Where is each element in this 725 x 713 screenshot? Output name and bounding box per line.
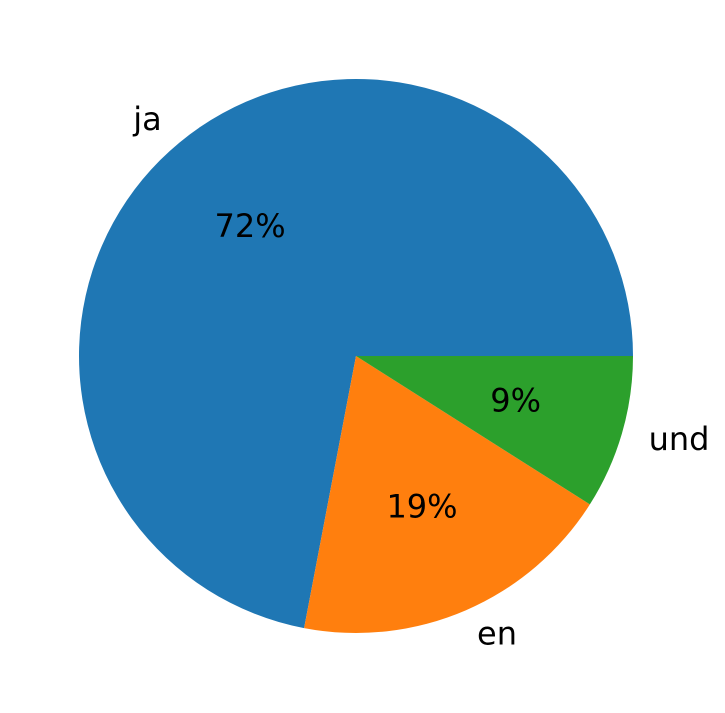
percent-label: 9% <box>490 381 541 419</box>
pie-slice <box>78 78 633 629</box>
slice-label: en <box>477 615 517 653</box>
pie-slice <box>356 356 633 505</box>
pie-slice <box>304 356 590 633</box>
slice-label: ja <box>132 100 162 138</box>
percent-label: 72% <box>214 207 285 245</box>
percent-label: 19% <box>386 488 457 526</box>
slice-label: und <box>649 420 710 458</box>
